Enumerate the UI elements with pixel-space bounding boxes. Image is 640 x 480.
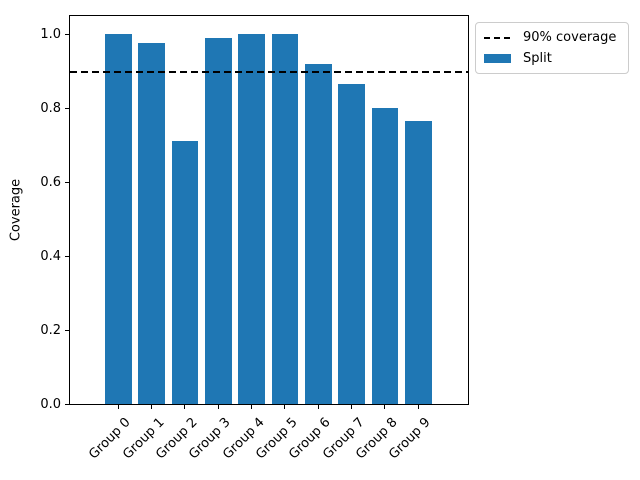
y-tick-mark [65,330,69,331]
bar-group-7 [338,84,365,404]
legend: 90% coverage Split [475,22,630,74]
y-tick-mark [65,108,69,109]
y-tick-label: 1.0 [40,27,61,42]
x-tick-mark [351,405,353,409]
dashed-line-icon [484,36,511,39]
x-tick-mark [151,405,153,409]
y-tick-label: 0.2 [40,323,61,338]
bar-group-8 [371,108,399,404]
y-tick-label: 0.8 [40,101,61,116]
y-tick-mark [65,256,69,257]
x-tick-mark [317,405,319,409]
bar-group-4 [238,34,265,404]
bar-group-5 [271,34,299,404]
reference-line-90pct [70,71,468,73]
y-tick-label: 0.0 [40,397,61,412]
legend-label-split: Split [523,51,552,66]
bar-group-3 [204,38,232,404]
bar-group-9 [404,121,432,404]
y-tick-mark [65,404,69,405]
bar-group-1 [138,43,165,404]
x-tick-mark [417,405,419,409]
bar-group-0 [104,34,132,404]
x-tick-mark [217,405,219,409]
bar-group-6 [304,64,332,404]
y-tick-mark [65,182,69,183]
bar-group-2 [171,141,199,404]
x-tick-mark [251,405,253,409]
bar-swatch-icon [484,54,511,63]
y-tick-label: 0.6 [40,175,61,190]
x-tick-mark [384,405,386,409]
x-tick-mark [184,405,186,409]
y-tick-label: 0.4 [40,249,61,264]
x-tick-mark [284,405,286,409]
legend-entry-coverage-line: 90% coverage [484,29,616,46]
x-tick-mark [117,405,119,409]
legend-entry-split: Split [484,50,616,67]
y-tick-mark [65,34,69,35]
plot-area [69,15,469,405]
legend-label-coverage: 90% coverage [523,30,617,45]
